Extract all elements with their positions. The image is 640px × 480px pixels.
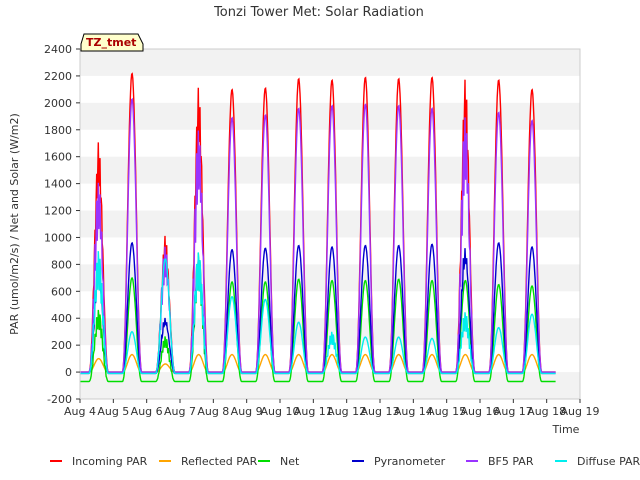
grid-band: [80, 210, 580, 238]
y-tick-label: 2400: [44, 43, 72, 56]
y-tick-label: 1800: [44, 124, 72, 137]
y-tick-label: -200: [47, 393, 72, 406]
y-axis: -200 0 200 400 600 800 1000 1200 1400 1600 1800 200…: [44, 43, 80, 406]
legend-label: Net: [280, 455, 300, 468]
y-tick-label: 2000: [44, 97, 72, 110]
y-tick-label: 200: [51, 339, 72, 352]
grid-band: [80, 372, 580, 399]
x-tick-label: Aug 7: [164, 405, 196, 418]
y-tick-label: 2200: [44, 70, 72, 83]
legend-label: Diffuse PAR: [577, 455, 640, 468]
x-tick-label: Aug 19: [561, 405, 600, 418]
legend-label: BF5 PAR: [488, 455, 534, 468]
series-line-diffuse-par: [80, 251, 556, 375]
series-line-reflected-par: [80, 353, 556, 373]
x-tick-label: Aug 12: [327, 405, 366, 418]
site-tag-box: [80, 33, 144, 52]
x-tick-label: Aug 14: [394, 405, 433, 418]
y-tick-label: 400: [51, 312, 72, 325]
x-tick-label: Aug 10: [261, 405, 300, 418]
x-tick-label: Aug 15: [427, 405, 466, 418]
legend-label: Pyranometer: [374, 455, 446, 468]
x-tick-label: Aug 8: [197, 405, 229, 418]
legend: Incoming PAR Reflected PAR Net Pyranometer B…: [50, 455, 640, 468]
x-tick-label: Aug 16: [461, 405, 500, 418]
x-tick-label: Aug 4: [64, 405, 96, 418]
x-tick-label: Aug 6: [131, 405, 163, 418]
chart-title: Tonzi Tower Met: Solar Radiation: [213, 5, 424, 20]
series-line-net: [80, 252, 556, 383]
series-line-pyranometer: [80, 241, 556, 375]
x-tick-label: Aug 13: [361, 405, 400, 418]
y-tick-label: 1600: [44, 151, 72, 164]
y-tick-label: 800: [51, 258, 72, 271]
site-tag: TZ_tmet: [80, 33, 144, 52]
grid-band: [80, 49, 580, 76]
plot-frame: [79, 48, 581, 400]
site-tag-label: TZ_tmet: [86, 36, 136, 49]
x-axis-label: Time: [552, 423, 580, 436]
x-tick-label: Aug 11: [294, 405, 333, 418]
legend-label: Incoming PAR: [72, 455, 148, 468]
y-axis-label: PAR (umol/m2/s) / Net and Solar (W/m2): [8, 113, 21, 335]
y-tick-label: 1400: [44, 178, 72, 191]
grid-band: [80, 156, 580, 184]
x-tick-label: Aug 5: [97, 405, 129, 418]
y-tick-label: 1000: [44, 231, 72, 244]
legend-label: Reflected PAR: [181, 455, 258, 468]
x-tick-label: Aug 17: [494, 405, 533, 418]
x-tick-label: Aug 18: [527, 405, 566, 418]
series-layer: [80, 72, 556, 383]
y-tick-label: 600: [51, 285, 72, 298]
y-tick-label: 0: [65, 366, 72, 379]
y-tick-label: 1200: [44, 205, 72, 218]
x-tick-label: Aug 9: [231, 405, 263, 418]
